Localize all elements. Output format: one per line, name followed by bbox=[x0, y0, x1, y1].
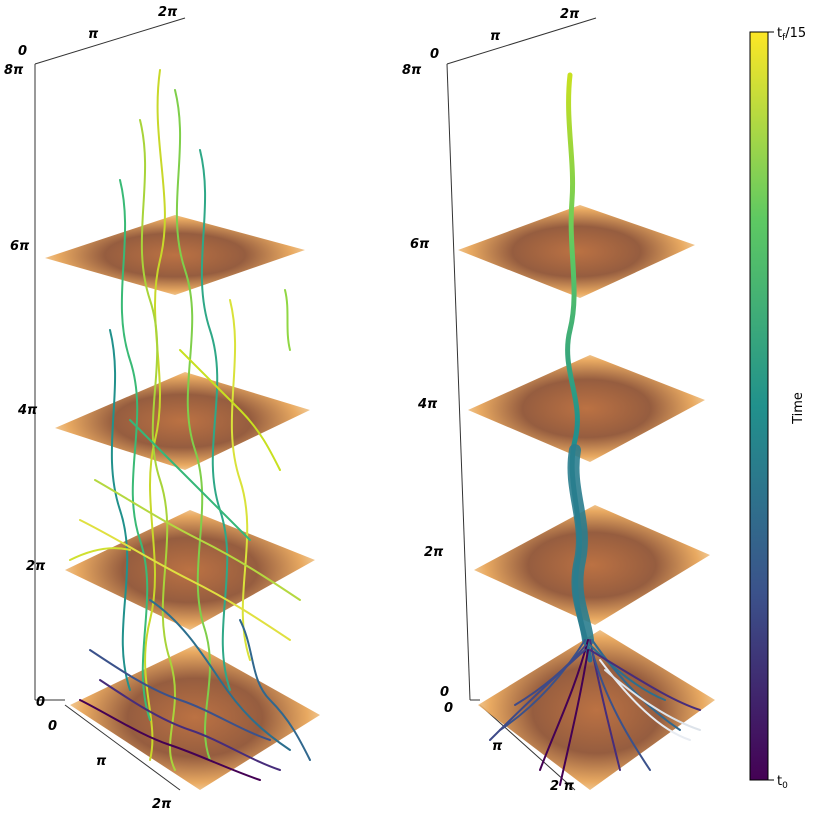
right-panel: 0 π 2π 8π 6π 4π 2π 0 0 π 2 π bbox=[402, 7, 715, 794]
left-top-axis bbox=[34, 17, 186, 65]
colorbar-top-label-main: t bbox=[777, 26, 782, 41]
right-v-tick-8pi: 8π bbox=[402, 63, 422, 78]
left-v-tick-4pi: 4π bbox=[17, 403, 38, 418]
right-vertical-axis bbox=[446, 63, 471, 701]
right-top-tick-0: 0 bbox=[430, 47, 439, 62]
left-bottom-tick-0: 0 bbox=[48, 719, 57, 734]
right-slice-0 bbox=[478, 630, 715, 790]
right-v-tick-2pi: 2π bbox=[424, 545, 444, 560]
left-streamlines bbox=[69, 69, 311, 781]
right-v-tick-4pi: 4π bbox=[417, 397, 438, 412]
left-bottom-tick-pi: π bbox=[96, 754, 107, 769]
left-v-tick-8pi: 8π bbox=[4, 63, 24, 78]
right-slice-6pi bbox=[458, 205, 695, 298]
right-top-tick-pi: π bbox=[490, 29, 501, 44]
left-v-tick-2pi: 2π bbox=[26, 559, 46, 574]
right-bottom-tick-2pi: 2 π bbox=[550, 779, 575, 794]
right-streamlines bbox=[489, 639, 701, 786]
right-slices bbox=[458, 205, 715, 790]
right-slice-4pi bbox=[468, 355, 705, 462]
left-v-tick-0: 0 bbox=[36, 695, 45, 710]
left-slices bbox=[45, 215, 320, 790]
right-bottom-tick-0: 0 bbox=[444, 701, 453, 716]
left-panel: 0 π 2π 8π 6π 4π 2π 0 0 π 2π bbox=[4, 5, 320, 812]
colorbar-bottom-label-sub: 0 bbox=[782, 781, 788, 791]
left-slice-0 bbox=[70, 645, 320, 790]
colorbar-gradient bbox=[749, 31, 769, 781]
colorbar-top-label: tf/15 bbox=[777, 26, 806, 43]
right-v-tick-6pi: 6π bbox=[410, 237, 430, 252]
left-slice-6pi bbox=[45, 215, 305, 295]
left-top-tick-0: 0 bbox=[18, 44, 27, 59]
left-top-tick-2pi: 2π bbox=[158, 5, 178, 20]
colorbar-top-label-suffix: /15 bbox=[785, 26, 806, 41]
right-top-axis bbox=[446, 17, 597, 65]
left-slice-2pi bbox=[65, 510, 315, 630]
colorbar-bottom-label-main: t bbox=[777, 774, 782, 789]
right-slice-2pi bbox=[474, 505, 710, 625]
right-v-tick-0: 0 bbox=[440, 685, 449, 700]
left-top-tick-pi: π bbox=[88, 27, 99, 42]
colorbar-bottom-label: t0 bbox=[777, 774, 788, 791]
left-v-tick-6pi: 6π bbox=[10, 239, 30, 254]
colorbar: tf/15 t0 Time bbox=[749, 26, 806, 791]
colorbar-title: Time bbox=[791, 392, 806, 425]
left-bottom-tick-2pi: 2π bbox=[152, 797, 172, 812]
left-slice-4pi bbox=[55, 372, 310, 470]
right-bottom-axis bbox=[479, 704, 576, 791]
left-bottom-axis bbox=[64, 704, 181, 791]
right-top-tick-2pi: 2π bbox=[560, 7, 580, 22]
right-bottom-tick-pi: π bbox=[492, 739, 503, 754]
colorbar-top-label-sub: f bbox=[782, 33, 786, 43]
right-tube bbox=[565, 72, 594, 663]
